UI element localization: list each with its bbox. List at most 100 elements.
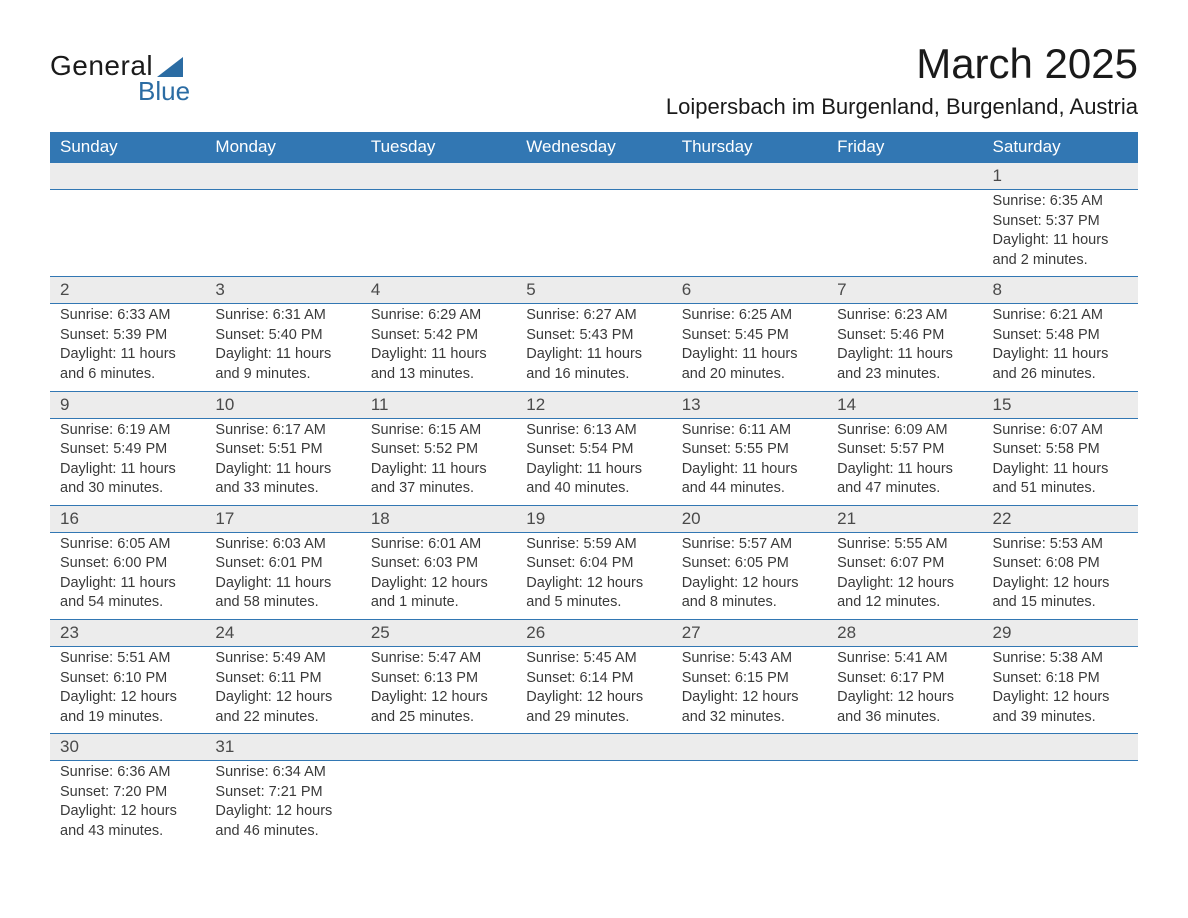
daydata-cell: Sunrise: 5:51 AMSunset: 6:10 PMDaylight:… <box>50 647 205 734</box>
sunset-line: Sunset: 6:08 PM <box>993 554 1128 574</box>
daydata-cell: Sunrise: 6:11 AMSunset: 5:55 PMDaylight:… <box>672 418 827 505</box>
daynum-cell: 21 <box>827 505 982 532</box>
day-number: 27 <box>672 620 827 646</box>
daylight-line: Daylight: 12 hours and 22 minutes. <box>215 688 350 727</box>
daynum-cell: 26 <box>516 620 671 647</box>
daynum-cell <box>516 734 671 761</box>
sunset-line: Sunset: 6:10 PM <box>60 669 195 689</box>
day-data <box>516 761 671 841</box>
sunrise-line: Sunrise: 6:05 AM <box>60 535 195 555</box>
daylight-line: Daylight: 11 hours and 58 minutes. <box>215 574 350 613</box>
day-number: 18 <box>361 506 516 532</box>
sunrise-line: Sunrise: 6:03 AM <box>215 535 350 555</box>
daydata-cell: Sunrise: 6:15 AMSunset: 5:52 PMDaylight:… <box>361 418 516 505</box>
daydata-cell: Sunrise: 6:07 AMSunset: 5:58 PMDaylight:… <box>983 418 1138 505</box>
month-title: March 2025 <box>666 40 1138 88</box>
daylight-line: Daylight: 12 hours and 32 minutes. <box>682 688 817 727</box>
sunrise-line: Sunrise: 6:27 AM <box>526 306 661 326</box>
daydata-cell: Sunrise: 5:41 AMSunset: 6:17 PMDaylight:… <box>827 647 982 734</box>
day-number: 3 <box>205 277 360 303</box>
daydata-cell: Sunrise: 6:29 AMSunset: 5:42 PMDaylight:… <box>361 304 516 391</box>
weekday-header: Saturday <box>983 132 1138 163</box>
sunrise-line: Sunrise: 5:41 AM <box>837 649 972 669</box>
daydata-cell <box>827 761 982 848</box>
daynum-cell <box>361 163 516 190</box>
sunrise-line: Sunrise: 5:57 AM <box>682 535 817 555</box>
day-data: Sunrise: 6:17 AMSunset: 5:51 PMDaylight:… <box>205 419 360 505</box>
day-data: Sunrise: 6:13 AMSunset: 5:54 PMDaylight:… <box>516 419 671 505</box>
daynum-cell: 16 <box>50 505 205 532</box>
daylight-line: Daylight: 11 hours and 23 minutes. <box>837 345 972 384</box>
daynum-row: 3031 <box>50 734 1138 761</box>
sunrise-line: Sunrise: 5:45 AM <box>526 649 661 669</box>
day-data: Sunrise: 5:53 AMSunset: 6:08 PMDaylight:… <box>983 533 1138 619</box>
daydata-cell <box>361 190 516 277</box>
day-number: 22 <box>983 506 1138 532</box>
sunset-line: Sunset: 5:45 PM <box>682 326 817 346</box>
sunrise-line: Sunrise: 5:49 AM <box>215 649 350 669</box>
sunrise-line: Sunrise: 6:29 AM <box>371 306 506 326</box>
day-data: Sunrise: 5:49 AMSunset: 6:11 PMDaylight:… <box>205 647 360 733</box>
daylight-line: Daylight: 11 hours and 26 minutes. <box>993 345 1128 384</box>
daynum-cell: 2 <box>50 277 205 304</box>
daynum-cell <box>361 734 516 761</box>
day-number: 4 <box>361 277 516 303</box>
daynum-cell: 18 <box>361 505 516 532</box>
daynum-row: 16171819202122 <box>50 505 1138 532</box>
daylight-line: Daylight: 11 hours and 6 minutes. <box>60 345 195 384</box>
weekday-header: Monday <box>205 132 360 163</box>
day-data <box>50 190 205 270</box>
daydata-cell <box>516 190 671 277</box>
daynum-cell <box>50 163 205 190</box>
daydata-cell: Sunrise: 6:31 AMSunset: 5:40 PMDaylight:… <box>205 304 360 391</box>
daydata-row: Sunrise: 6:35 AMSunset: 5:37 PMDaylight:… <box>50 190 1138 277</box>
day-data: Sunrise: 6:36 AMSunset: 7:20 PMDaylight:… <box>50 761 205 847</box>
day-number: 7 <box>827 277 982 303</box>
weekday-header: Thursday <box>672 132 827 163</box>
sunrise-line: Sunrise: 6:33 AM <box>60 306 195 326</box>
daynum-cell: 10 <box>205 391 360 418</box>
daynum-cell: 12 <box>516 391 671 418</box>
sunset-line: Sunset: 6:11 PM <box>215 669 350 689</box>
daylight-line: Daylight: 11 hours and 16 minutes. <box>526 345 661 384</box>
daylight-line: Daylight: 11 hours and 47 minutes. <box>837 460 972 499</box>
daynum-cell <box>672 163 827 190</box>
day-data: Sunrise: 5:51 AMSunset: 6:10 PMDaylight:… <box>50 647 205 733</box>
sunrise-line: Sunrise: 6:19 AM <box>60 421 195 441</box>
day-number: 8 <box>983 277 1138 303</box>
logo: General Blue <box>50 50 190 107</box>
daydata-cell: Sunrise: 6:01 AMSunset: 6:03 PMDaylight:… <box>361 532 516 619</box>
day-number: 9 <box>50 392 205 418</box>
day-data <box>827 190 982 270</box>
day-data: Sunrise: 5:55 AMSunset: 6:07 PMDaylight:… <box>827 533 982 619</box>
sunset-line: Sunset: 5:42 PM <box>371 326 506 346</box>
day-number: 29 <box>983 620 1138 646</box>
weekday-header: Friday <box>827 132 982 163</box>
day-number: 1 <box>983 163 1138 189</box>
sunset-line: Sunset: 5:58 PM <box>993 440 1128 460</box>
daynum-cell <box>983 734 1138 761</box>
daydata-cell: Sunrise: 6:35 AMSunset: 5:37 PMDaylight:… <box>983 190 1138 277</box>
daylight-line: Daylight: 11 hours and 54 minutes. <box>60 574 195 613</box>
daylight-line: Daylight: 11 hours and 9 minutes. <box>215 345 350 384</box>
sunrise-line: Sunrise: 5:43 AM <box>682 649 817 669</box>
daydata-cell: Sunrise: 6:36 AMSunset: 7:20 PMDaylight:… <box>50 761 205 848</box>
daydata-cell: Sunrise: 6:27 AMSunset: 5:43 PMDaylight:… <box>516 304 671 391</box>
daynum-row: 2345678 <box>50 277 1138 304</box>
daydata-cell: Sunrise: 5:45 AMSunset: 6:14 PMDaylight:… <box>516 647 671 734</box>
weekday-header-row: Sunday Monday Tuesday Wednesday Thursday… <box>50 132 1138 163</box>
sunrise-line: Sunrise: 6:07 AM <box>993 421 1128 441</box>
daydata-cell: Sunrise: 5:53 AMSunset: 6:08 PMDaylight:… <box>983 532 1138 619</box>
day-number: 6 <box>672 277 827 303</box>
daydata-cell: Sunrise: 6:09 AMSunset: 5:57 PMDaylight:… <box>827 418 982 505</box>
daynum-cell: 30 <box>50 734 205 761</box>
daydata-cell: Sunrise: 5:59 AMSunset: 6:04 PMDaylight:… <box>516 532 671 619</box>
daynum-cell: 11 <box>361 391 516 418</box>
day-number: 30 <box>50 734 205 760</box>
daydata-cell <box>205 190 360 277</box>
day-data: Sunrise: 5:45 AMSunset: 6:14 PMDaylight:… <box>516 647 671 733</box>
header: General Blue March 2025 Loipersbach im B… <box>50 40 1138 120</box>
sunset-line: Sunset: 5:40 PM <box>215 326 350 346</box>
sunrise-line: Sunrise: 6:13 AM <box>526 421 661 441</box>
weekday-header: Tuesday <box>361 132 516 163</box>
